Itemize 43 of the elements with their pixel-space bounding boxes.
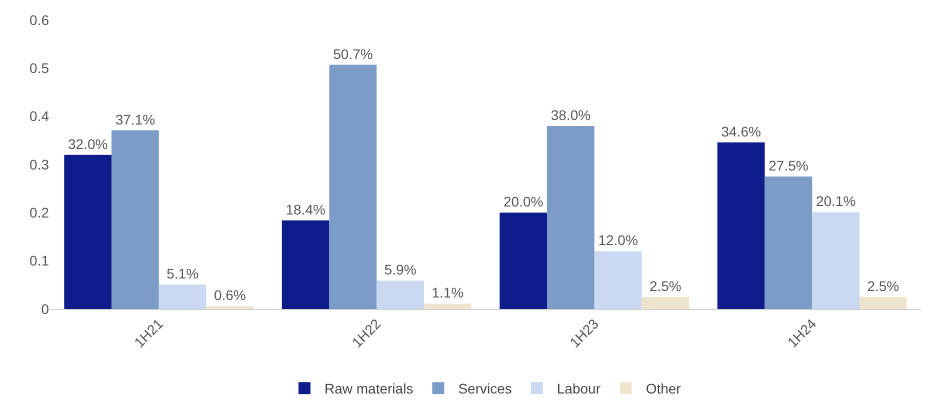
data-label: 2.5% bbox=[649, 278, 682, 294]
bar bbox=[500, 212, 548, 309]
data-label: 20.0% bbox=[503, 194, 544, 210]
legend-label: Other bbox=[646, 380, 682, 397]
data-label: 12.0% bbox=[598, 232, 638, 248]
legend-label: Labour bbox=[556, 380, 601, 397]
bar bbox=[642, 296, 690, 309]
data-label: 38.0% bbox=[550, 106, 591, 123]
bar bbox=[206, 306, 254, 309]
bar bbox=[282, 220, 330, 309]
y-tick-label: 0.4 bbox=[30, 108, 50, 124]
data-label: 5.1% bbox=[166, 265, 199, 282]
bar bbox=[859, 296, 907, 309]
y-tick-label: 0.2 bbox=[30, 204, 50, 221]
bar bbox=[64, 154, 112, 309]
data-label: 2.5% bbox=[867, 278, 900, 294]
y-tick-label: 0.1 bbox=[30, 252, 50, 269]
data-label: 37.1% bbox=[115, 111, 156, 128]
data-label: 50.7% bbox=[333, 46, 373, 62]
bar bbox=[376, 280, 424, 309]
y-tick-label: 0.5 bbox=[30, 60, 50, 76]
bar bbox=[764, 176, 812, 309]
bar bbox=[594, 251, 642, 309]
data-label: 20.1% bbox=[816, 193, 856, 210]
data-label: 32.0% bbox=[68, 136, 108, 152]
y-tick-label: 0.6 bbox=[30, 12, 50, 28]
legend-label: Raw materials bbox=[324, 380, 414, 397]
bar bbox=[717, 142, 765, 309]
data-label: 5.9% bbox=[384, 262, 416, 278]
y-tick-label: 0 bbox=[41, 300, 50, 317]
bar bbox=[158, 284, 206, 309]
data-label: 1.1% bbox=[432, 284, 464, 301]
data-label: 18.4% bbox=[286, 201, 326, 218]
y-tick-label: 0.3 bbox=[30, 156, 50, 172]
legend-label: Services bbox=[458, 380, 512, 397]
bar bbox=[547, 126, 594, 309]
data-label: 34.6% bbox=[721, 123, 761, 140]
bar bbox=[424, 304, 472, 309]
bar bbox=[812, 212, 860, 309]
data-label: 0.6% bbox=[214, 287, 246, 304]
data-label: 27.5% bbox=[768, 158, 808, 174]
bar bbox=[112, 130, 159, 309]
bar bbox=[329, 64, 377, 309]
